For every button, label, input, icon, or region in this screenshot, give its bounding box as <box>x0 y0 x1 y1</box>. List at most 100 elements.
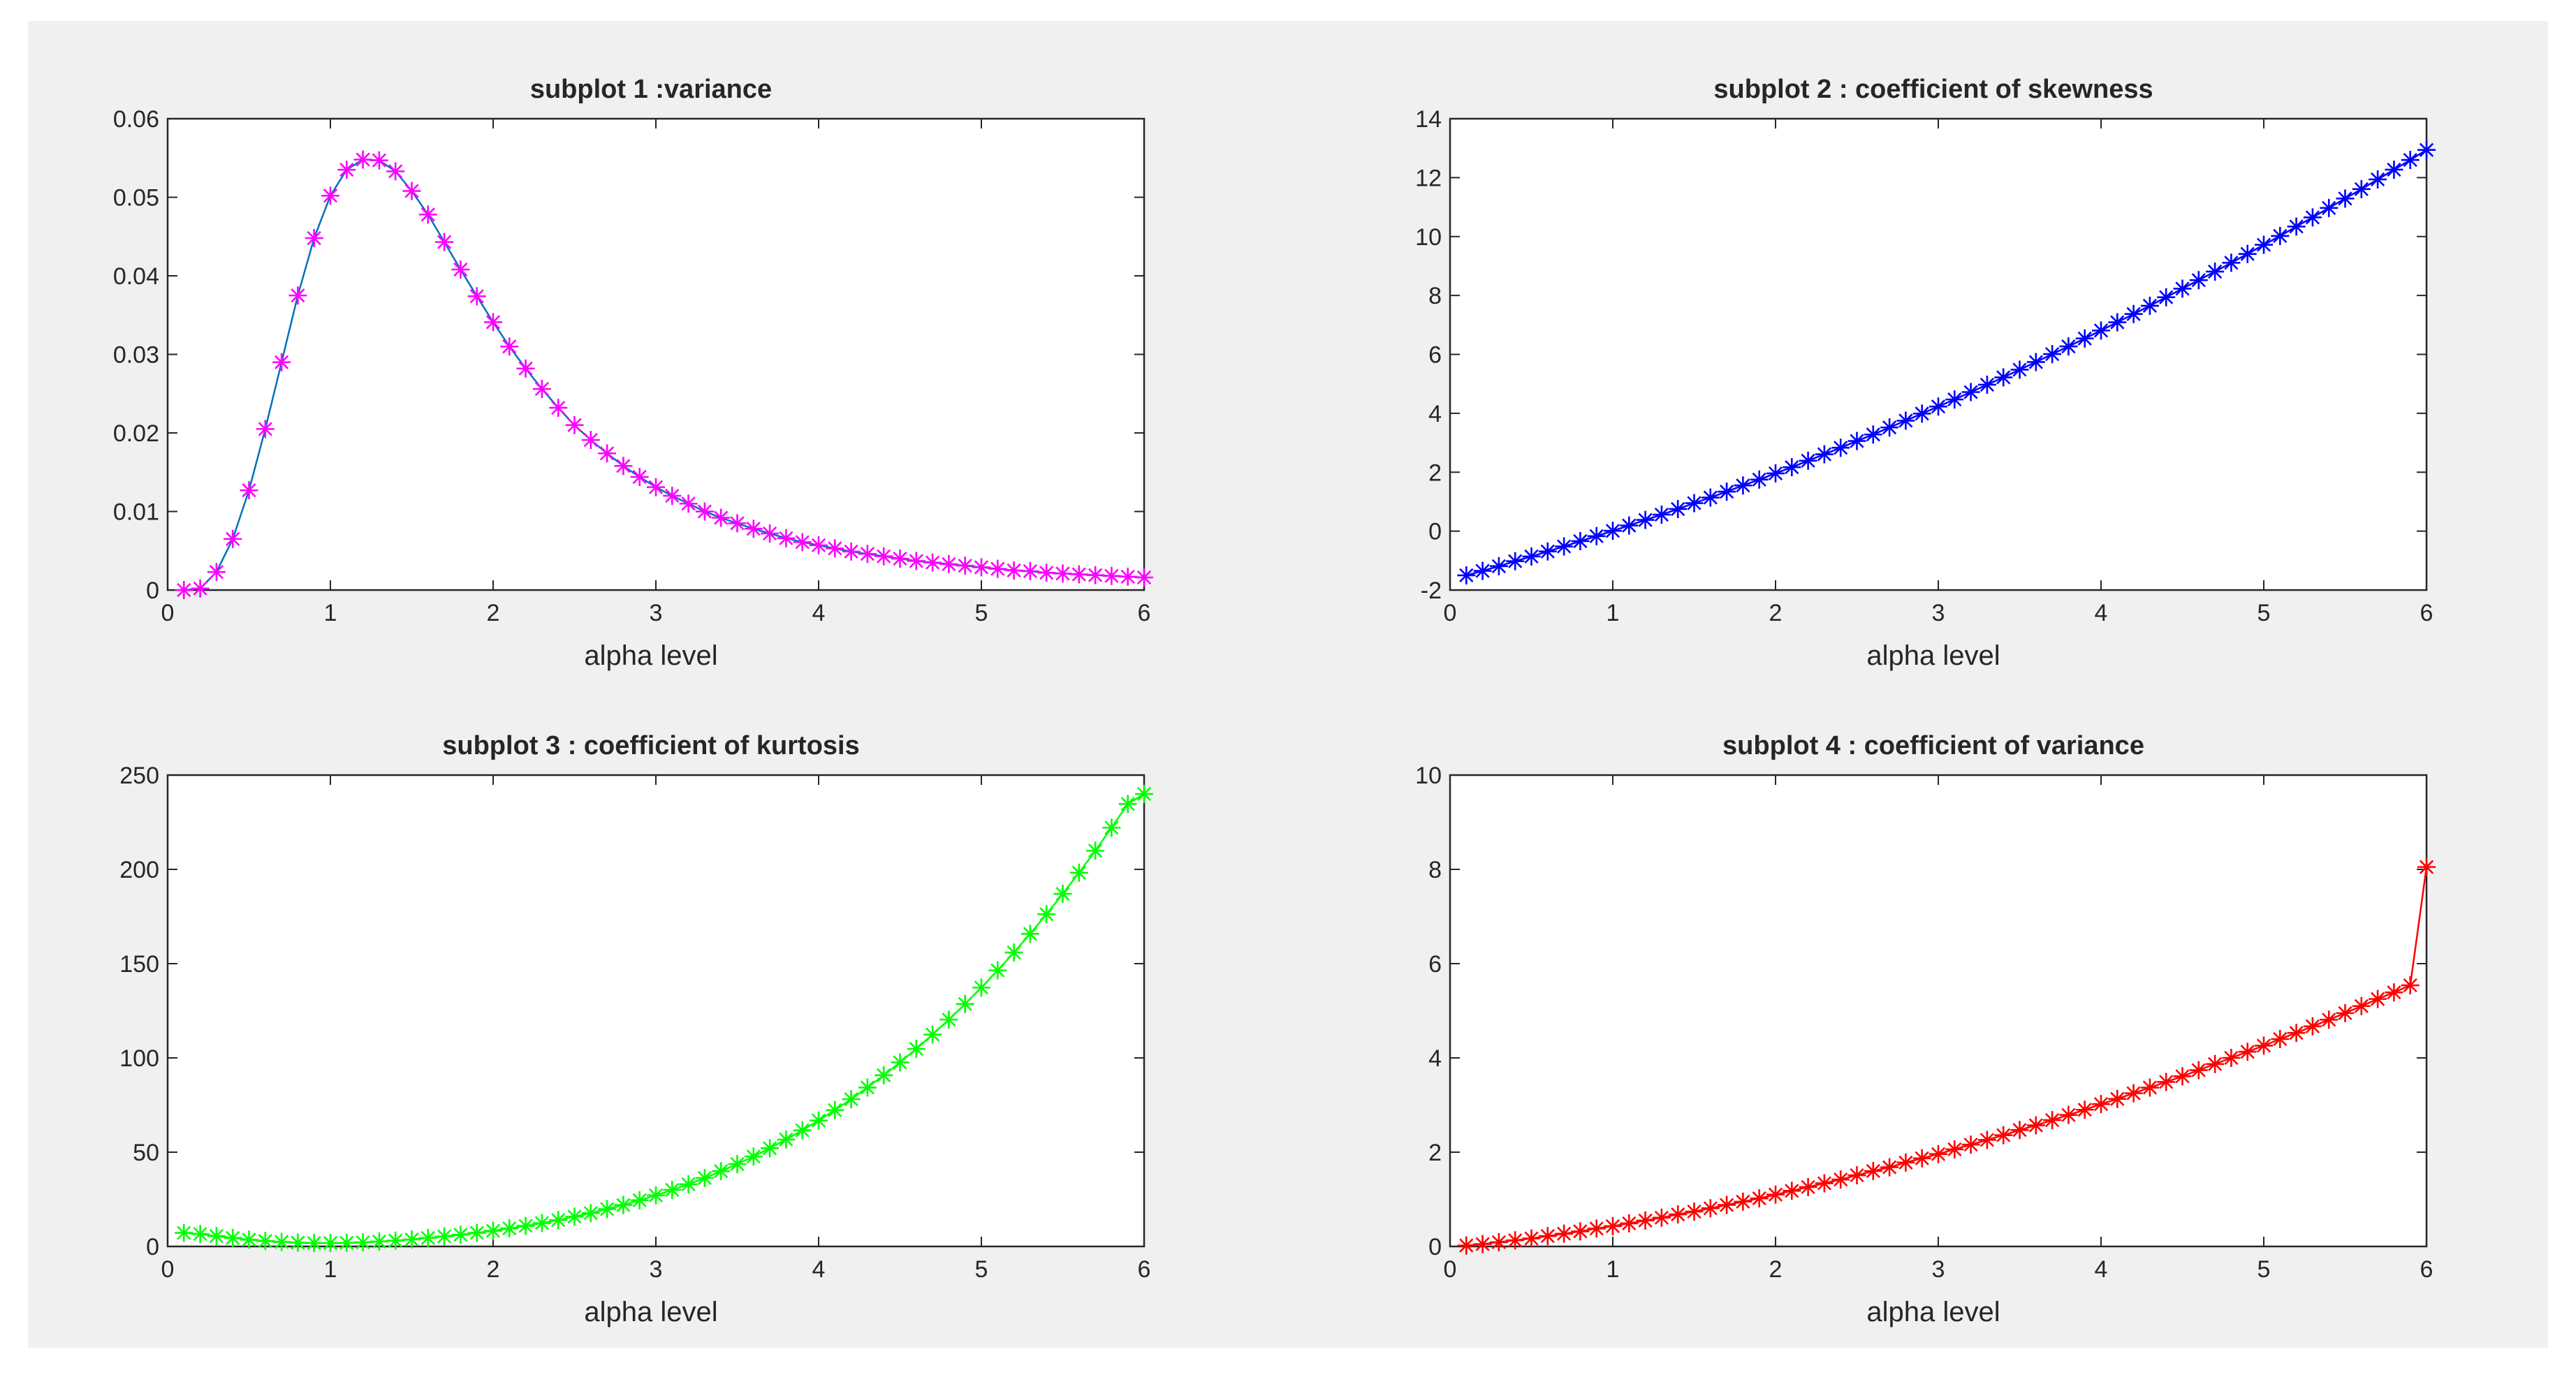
subplot-3-data-point <box>256 1232 275 1251</box>
subplot-1-data-point <box>1135 568 1153 587</box>
subplot-1-data-point <box>353 150 372 169</box>
subplot-3-data-point <box>939 1010 958 1029</box>
subplot-2-data-point <box>1896 411 1915 430</box>
subplot-3-data-point <box>1118 795 1137 814</box>
subplot-2-xtick-label: 1 <box>1607 600 1620 626</box>
subplot-2-data-point <box>2287 217 2306 236</box>
subplot-3-data-point <box>532 1214 551 1232</box>
subplot-1-title: subplot 1 :variance <box>530 75 772 104</box>
subplot-3-data-point <box>321 1234 339 1253</box>
subplot-2-data-point <box>1457 566 1476 584</box>
subplot-1-data-point <box>1037 564 1056 582</box>
subplot-3-data-point <box>1069 863 1088 882</box>
subplot-2-xtick-label: 3 <box>1932 600 1945 626</box>
subplot-2-data-point <box>2336 189 2355 208</box>
subplot-1-data-point <box>907 552 925 570</box>
subplot-2-data-point <box>1587 527 1606 545</box>
subplot-3-data-point <box>858 1078 877 1097</box>
subplot-4-xtick-label: 1 <box>1607 1256 1620 1283</box>
subplot-2-data-point <box>2189 271 2208 290</box>
subplot-4-data-point <box>1831 1170 1850 1189</box>
subplot-1-data-point <box>549 399 568 417</box>
subplot-4-data-point <box>2238 1043 2257 1061</box>
subplot-3-data-point <box>418 1228 437 1247</box>
subplot-4-data-point <box>2173 1067 2192 1086</box>
subplot-1-data-point <box>175 581 193 599</box>
subplot-2-data-point <box>1718 483 1736 501</box>
subplot-2-title: subplot 2 : coefficient of skewness <box>1713 75 2153 104</box>
subplot-1-data-point <box>728 514 747 533</box>
subplot-1-xlabel: alpha level <box>584 640 717 671</box>
subplot-1-data-point <box>598 444 617 463</box>
subplot-4-data-point <box>1783 1181 1801 1200</box>
subplot-4-data-point <box>1685 1202 1704 1221</box>
subplot-3-data-point <box>272 1232 291 1251</box>
subplot-2-data-point <box>2010 360 2029 379</box>
subplot-3-xtick-label: 3 <box>650 1256 663 1283</box>
subplot-2-ytick-label: 2 <box>1428 459 1442 486</box>
subplot-4-data-point <box>1912 1149 1931 1168</box>
subplot-2-data-point <box>1538 542 1557 561</box>
subplot-3-data-point <box>988 961 1007 980</box>
subplot-4-data-point <box>1669 1205 1688 1224</box>
subplot-4-data-point <box>1587 1219 1606 1238</box>
subplot-4-data-point <box>1961 1135 1980 1154</box>
subplot-4-data-point <box>1701 1199 1720 1218</box>
subplot-4-data-point <box>1929 1144 1947 1163</box>
subplot-2-axes: subplot 2 : coefficient of skewness alph… <box>1415 75 2436 671</box>
subplot-1-axes: subplot 1 :variance alpha level 0 1 2 3 4 5 6 0… <box>113 75 1153 671</box>
subplot-2-data-point <box>1489 557 1508 575</box>
subplot-1-data-point <box>581 431 600 450</box>
subplot-4-ytick-label: 6 <box>1428 951 1442 978</box>
subplot-3-data-point <box>679 1175 698 1193</box>
subplot-4-data-point <box>2222 1049 2241 1067</box>
subplot-2-data-point <box>1799 451 1817 470</box>
subplot-1-ytick-label: 0.03 <box>113 342 159 369</box>
subplot-3-data-point <box>614 1195 633 1214</box>
subplot-4-xtick-label: 6 <box>2420 1256 2434 1283</box>
subplot-2-data-point <box>2092 321 2110 340</box>
subplot-4-data-point <box>1864 1162 1882 1180</box>
subplot-3-data-point <box>224 1228 242 1247</box>
subplot-2-xtick-label: 4 <box>2095 600 2108 626</box>
subplot-3-data-point <box>467 1223 486 1242</box>
subplot-4-data-point <box>1652 1208 1671 1227</box>
subplot-1-data-point <box>256 420 275 439</box>
subplot-1-data-point <box>630 468 649 486</box>
subplot-4-data-point <box>2369 989 2387 1008</box>
subplot-3-data-point <box>240 1230 258 1249</box>
subplot-3-data-point <box>923 1025 942 1044</box>
subplot-1-data-point <box>240 481 258 500</box>
subplot-2-data-point <box>1555 537 1574 556</box>
subplot-1-data-point <box>810 536 828 554</box>
subplot-2-data-point <box>1685 494 1704 513</box>
subplot-2-data-point <box>1783 458 1801 477</box>
subplot-3-data-point <box>1053 885 1072 904</box>
subplot-3-data-point <box>1037 905 1056 924</box>
subplot-2-data-point <box>1847 432 1866 450</box>
subplot-2-ytick-label: 6 <box>1428 342 1442 369</box>
subplot-2-data-point <box>1652 506 1671 524</box>
subplot-1-data-point <box>467 287 486 306</box>
subplot-3-data-point <box>288 1233 307 1252</box>
subplot-2-data-point <box>2173 279 2192 298</box>
subplot-2-data-point <box>1604 522 1622 540</box>
subplot-1-xtick-label: 2 <box>487 600 500 626</box>
subplot-3-data-point <box>1135 785 1153 803</box>
subplot-4-data-point <box>2320 1010 2339 1029</box>
subplot-3-data-point <box>956 994 974 1013</box>
subplot-1-xtick-label: 3 <box>650 600 663 626</box>
subplot-3-data-point <box>842 1090 861 1109</box>
subplot-3-data-point <box>972 978 990 997</box>
subplot-4-data-point <box>1945 1140 1964 1158</box>
subplot-1-data-point <box>858 545 877 564</box>
subplot-2-data-point <box>1522 547 1541 566</box>
subplot-1-data-point <box>451 260 470 279</box>
subplot-3-data-point <box>647 1186 665 1205</box>
subplot-3-ytick-label: 200 <box>119 857 159 883</box>
subplot-3-data-point <box>1102 818 1121 837</box>
subplot-4-data-point <box>2108 1089 2127 1108</box>
subplot-2-data-point <box>1506 552 1525 570</box>
subplot-2-data-point <box>2320 198 2339 217</box>
subplot-1-data-point <box>516 359 535 378</box>
